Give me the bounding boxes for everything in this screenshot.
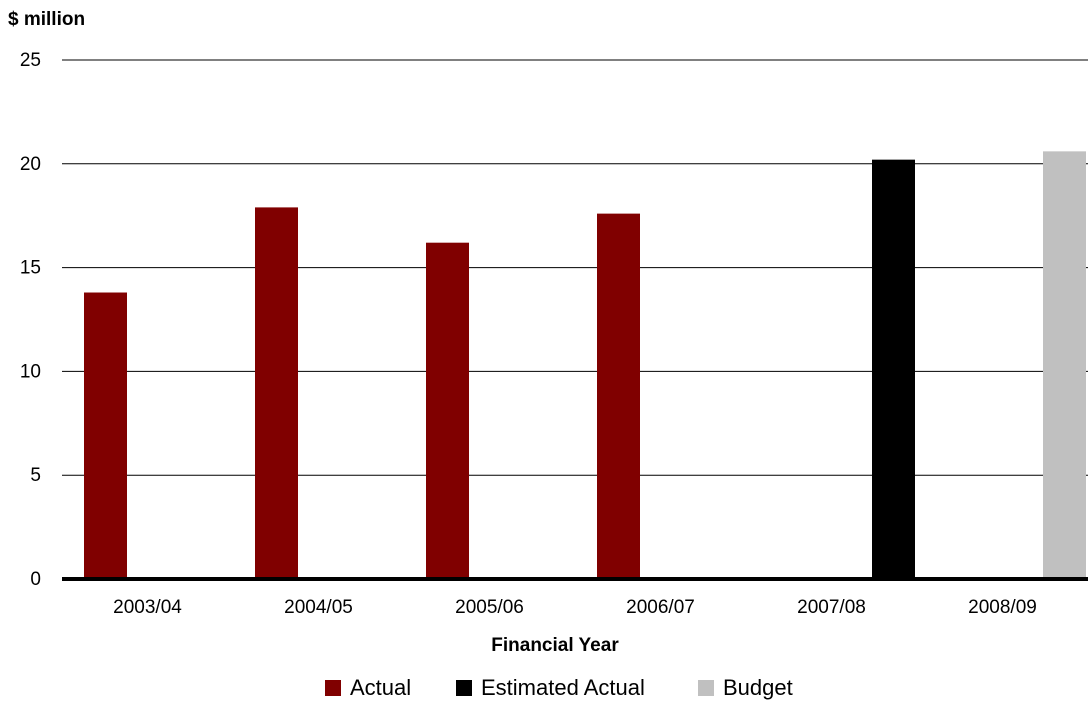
- legend-swatch: [325, 680, 341, 696]
- y-unit-label: $ million: [8, 9, 85, 30]
- y-tick-labels: 0 5 10 15 20 25: [20, 50, 41, 590]
- bars: [84, 151, 1086, 580]
- y-tick-label: 25: [20, 50, 41, 71]
- legend-label: Budget: [723, 675, 793, 700]
- x-tick-label: 2005/06: [455, 597, 524, 618]
- bar-2005-06: [426, 242, 469, 580]
- x-tick-label: 2007/08: [797, 597, 866, 618]
- x-tick-label: 2008/09: [968, 597, 1037, 618]
- legend: Actual Estimated Actual Budget: [325, 675, 793, 700]
- y-tick-label: 0: [30, 569, 41, 590]
- y-tick-label: 10: [20, 361, 41, 382]
- bar-2007-08: [872, 159, 915, 579]
- gridlines: [62, 59, 1088, 476]
- bar-2008-09: [1043, 151, 1086, 579]
- x-axis-title: Financial Year: [491, 635, 619, 656]
- legend-label: Actual: [350, 675, 411, 700]
- legend-label: Estimated Actual: [481, 675, 645, 700]
- x-tick-label: 2003/04: [113, 597, 182, 618]
- x-tick-labels: 2003/04 2004/05 2005/06 2006/07 2007/08 2008/…: [113, 597, 1037, 618]
- x-tick-label: 2006/07: [626, 597, 695, 618]
- legend-swatch: [698, 680, 714, 696]
- bar-2004-05: [255, 207, 298, 579]
- y-tick-label: 15: [20, 258, 41, 279]
- bar-2003-04: [84, 292, 127, 579]
- y-tick-label: 20: [20, 154, 41, 175]
- x-tick-label: 2004/05: [284, 597, 353, 618]
- legend-swatch: [456, 680, 472, 696]
- y-tick-label: 5: [30, 465, 41, 486]
- bar-2006-07: [597, 213, 640, 579]
